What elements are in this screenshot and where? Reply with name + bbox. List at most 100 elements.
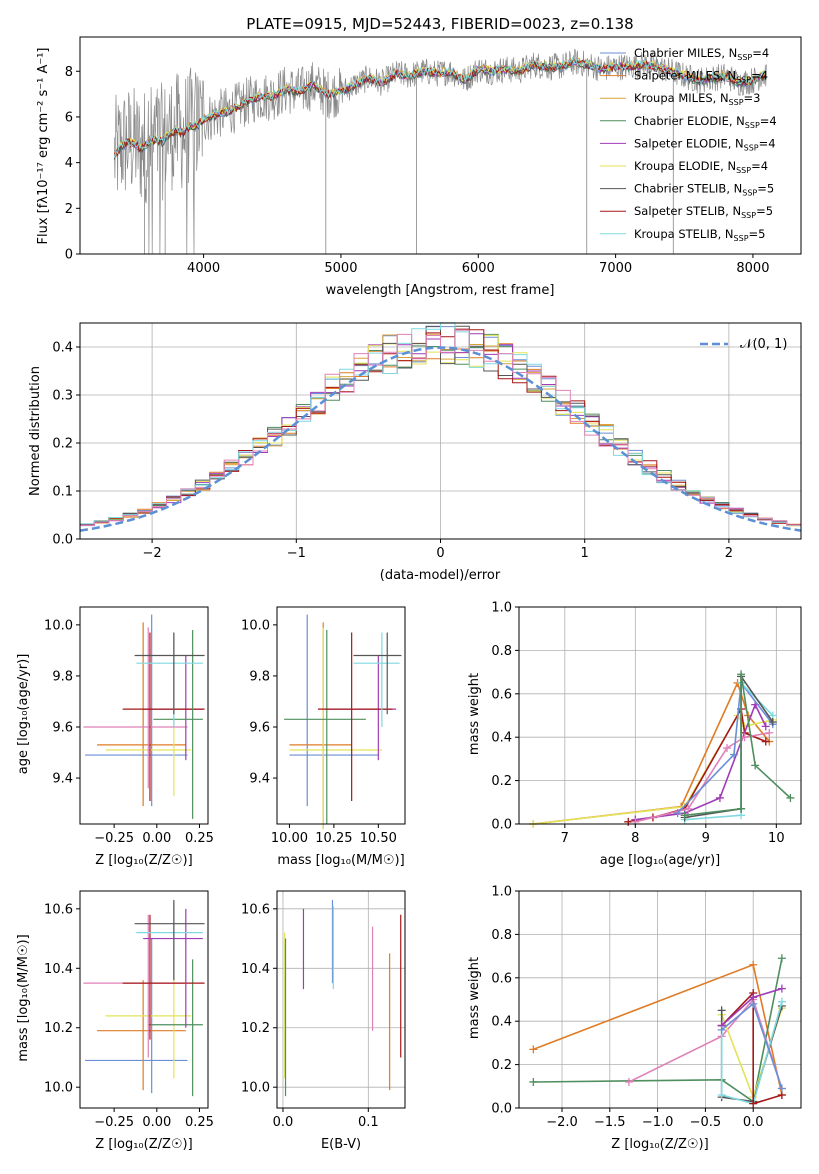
axes-frame	[79, 606, 209, 825]
y-tick-label: 8	[65, 65, 73, 80]
weight-marker	[717, 1090, 726, 1099]
weight-marker	[529, 1045, 538, 1054]
weight-z-xlabel: Z [log₁₀(Z/Z☉)]	[611, 1137, 708, 1152]
x-tick-label: 0.00	[142, 1115, 171, 1130]
y-tick-label: 0.6	[491, 687, 512, 702]
weight-marker	[777, 997, 786, 1006]
legend-label: Chabrier MILES, NSSP=4	[634, 46, 769, 62]
age-mass-xlabel: mass [log₁₀(M/M☉)]	[277, 853, 404, 868]
x-tick-label: 0	[436, 546, 444, 561]
weight-marker	[777, 1084, 786, 1093]
y-tick-label: 10.2	[44, 1021, 73, 1036]
weight-marker	[761, 722, 770, 731]
weight-marker	[768, 718, 777, 727]
x-tick-label: 8	[631, 831, 639, 846]
axes-frame	[79, 890, 209, 1109]
x-tick-label: 10	[768, 831, 785, 846]
x-tick-label: 10.50	[360, 831, 397, 846]
mass-vs-z-panel: −0.25 0.00 0.25 10.0 10.2 10.4 10.6	[44, 890, 214, 1130]
axes-frame	[79, 36, 802, 255]
y-tick-label: 0.8	[491, 644, 512, 659]
x-tick-label: 10.25	[315, 831, 352, 846]
x-tick-label: −2	[143, 546, 162, 561]
weight-marker	[749, 1099, 758, 1108]
weight-marker	[777, 954, 786, 963]
weight-marker	[749, 999, 758, 1008]
weight-marker	[777, 984, 786, 993]
weight-marker	[761, 737, 770, 746]
spectrum-panel: 4000 5000 6000 7000 8000 0 2 4 6 8 Chabrier MILES,…	[65, 36, 802, 276]
x-tick-label: 0.00	[142, 831, 171, 846]
weight-marker	[737, 804, 746, 813]
weight-vs-age-panel: 7 8 9 10 0.0 0.2 0.4 0.6 0.8 1.0	[491, 601, 802, 846]
y-tick-label: 9.4	[52, 772, 73, 787]
x-tick-label: 4000	[187, 261, 220, 276]
weight-marker	[740, 733, 749, 742]
legend-label: Chabrier ELODIE, NSSP=4	[634, 114, 777, 130]
weight-marker	[717, 1006, 726, 1015]
x-tick-label: 7000	[599, 261, 632, 276]
y-tick-label: 0.8	[491, 928, 512, 943]
y-tick-label: 0.3	[52, 389, 73, 404]
y-tick-label: 10.6	[241, 902, 270, 917]
weight-line-6	[677, 680, 774, 814]
x-tick-label: 8000	[736, 261, 769, 276]
normal-legend-label: 𝒩(0, 1)	[740, 337, 787, 352]
legend-label: Chabrier STELIB, NSSP=5	[634, 182, 774, 198]
weight-line-2	[533, 958, 783, 1103]
x-tick-label: −0.25	[94, 831, 134, 846]
x-tick-label: 6000	[462, 261, 495, 276]
x-tick-label: −0.5	[690, 1115, 722, 1130]
weight-marker	[529, 1077, 538, 1086]
y-tick-label: 9.6	[249, 720, 270, 735]
y-tick-label: 0.0	[491, 1102, 512, 1117]
normal-curve	[79, 346, 802, 532]
x-tick-label: 7	[561, 831, 569, 846]
x-tick-label: 9	[702, 831, 710, 846]
y-tick-label: 1.0	[491, 885, 512, 900]
weight-marker	[680, 811, 689, 820]
weight-marker	[717, 1025, 726, 1034]
weight-marker	[737, 670, 746, 679]
residual-xlabel: (data-model)/error	[380, 568, 501, 583]
axes-frame	[276, 606, 406, 825]
spectrum-lines	[113, 48, 767, 254]
y-tick-label: 10.2	[241, 1021, 270, 1036]
weight-z-ylabel: mass weight	[467, 957, 482, 1039]
observed-spectrum	[113, 48, 767, 254]
weight-marker	[673, 809, 682, 818]
x-tick-label: −2.0	[546, 1115, 578, 1130]
y-tick-label: 10.6	[44, 902, 73, 917]
y-tick-label: 0.2	[491, 774, 512, 789]
y-tick-label: 6	[65, 110, 73, 125]
weight-vs-z-panel: −2.0 −1.5 −1.0 −0.5 0.0 0.0 0.2 0.4 0.6 0.8 1.0	[491, 885, 802, 1130]
spectrum-ylabel: Flux [fλ10⁻¹⁷ erg cm⁻² s⁻¹ A⁻¹]	[36, 48, 51, 245]
weight-marker	[722, 744, 731, 753]
y-tick-label: 9.8	[52, 669, 73, 684]
y-tick-label: 0.0	[491, 818, 512, 833]
age-z-ylabel: age [log₁₀(age/yr)]	[16, 654, 31, 775]
x-tick-label: 10.00	[271, 831, 308, 846]
y-tick-label: 0.2	[52, 437, 73, 452]
weight-age-xlabel: age [log₁₀(age/yr)]	[600, 853, 721, 868]
spectrum-legend: Chabrier MILES, NSSP=4 Salpeter MILES, NS…	[600, 46, 777, 243]
mass-vs-ebv-panel: 0.0 0.1 10.0 10.2 10.4 10.6	[241, 890, 406, 1130]
y-tick-label: 10.0	[241, 618, 270, 633]
x-tick-label: 2	[725, 546, 733, 561]
y-tick-label: 10.0	[241, 1081, 270, 1096]
x-tick-label: 1	[581, 546, 589, 561]
y-tick-label: 0.2	[491, 1058, 512, 1073]
y-tick-label: 10.0	[44, 1081, 73, 1096]
x-tick-label: 0.25	[185, 831, 214, 846]
spectrum-xlabel: wavelength [Angstrom, rest frame]	[326, 283, 555, 298]
histogram-8	[80, 328, 801, 526]
x-tick-label: −1.5	[594, 1115, 626, 1130]
y-tick-label: 0	[65, 248, 73, 263]
legend-label: Salpeter STELIB, NSSP=5	[634, 204, 773, 220]
weight-marker	[751, 761, 760, 770]
weight-line-7	[721, 991, 783, 1105]
weight-age-ylabel: mass weight	[467, 673, 482, 755]
legend-label: Salpeter ELODIE, NSSP=4	[634, 136, 776, 152]
